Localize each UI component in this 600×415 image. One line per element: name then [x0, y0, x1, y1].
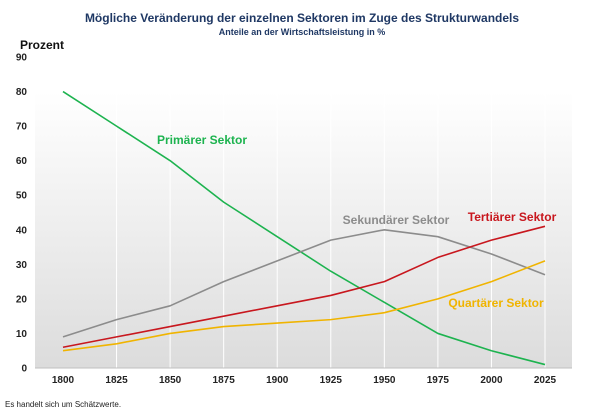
x-tick-label: 1925 — [320, 375, 343, 386]
x-tick-label: 1800 — [52, 375, 75, 386]
x-tick-label: 1825 — [105, 375, 128, 386]
x-tick-label: 1975 — [427, 375, 450, 386]
x-tick-label: 2000 — [480, 375, 503, 386]
chart-title: Mögliche Veränderung der einzelnen Sekto… — [85, 11, 519, 25]
y-axis-label: Prozent — [20, 38, 64, 52]
x-tick-label: 1950 — [373, 375, 396, 386]
y-tick-label: 20 — [16, 294, 28, 305]
series-line — [62, 90, 546, 366]
x-tick-label: 1900 — [266, 375, 289, 386]
series-label: Primärer Sektor — [157, 133, 247, 147]
footnote: Es handelt sich um Schätzwerte. — [5, 400, 122, 409]
series-label: Sekundärer Sektor — [343, 213, 450, 227]
series-line — [62, 260, 546, 352]
x-tick-label: 1850 — [159, 375, 182, 386]
y-tick-label: 0 — [21, 364, 27, 375]
y-tick-label: 10 — [16, 329, 28, 340]
series-label: Tertiärer Sektor — [468, 210, 557, 224]
series-label: Quartärer Sektor — [448, 296, 544, 310]
y-tick-label: 80 — [16, 87, 28, 98]
y-tick-label: 30 — [16, 260, 28, 271]
x-tick-label: 1875 — [213, 375, 236, 386]
y-tick-label: 40 — [16, 225, 28, 236]
chart-subtitle: Anteile an der Wirtschaftsleistung in % — [219, 27, 385, 37]
series-line — [62, 225, 546, 349]
x-tick-label: 2025 — [534, 375, 557, 386]
y-tick-label: 70 — [16, 122, 28, 133]
y-tick-label: 50 — [16, 191, 28, 202]
y-tick-label: 60 — [16, 156, 28, 167]
series-line — [62, 228, 546, 338]
y-tick-label: 90 — [16, 53, 28, 64]
